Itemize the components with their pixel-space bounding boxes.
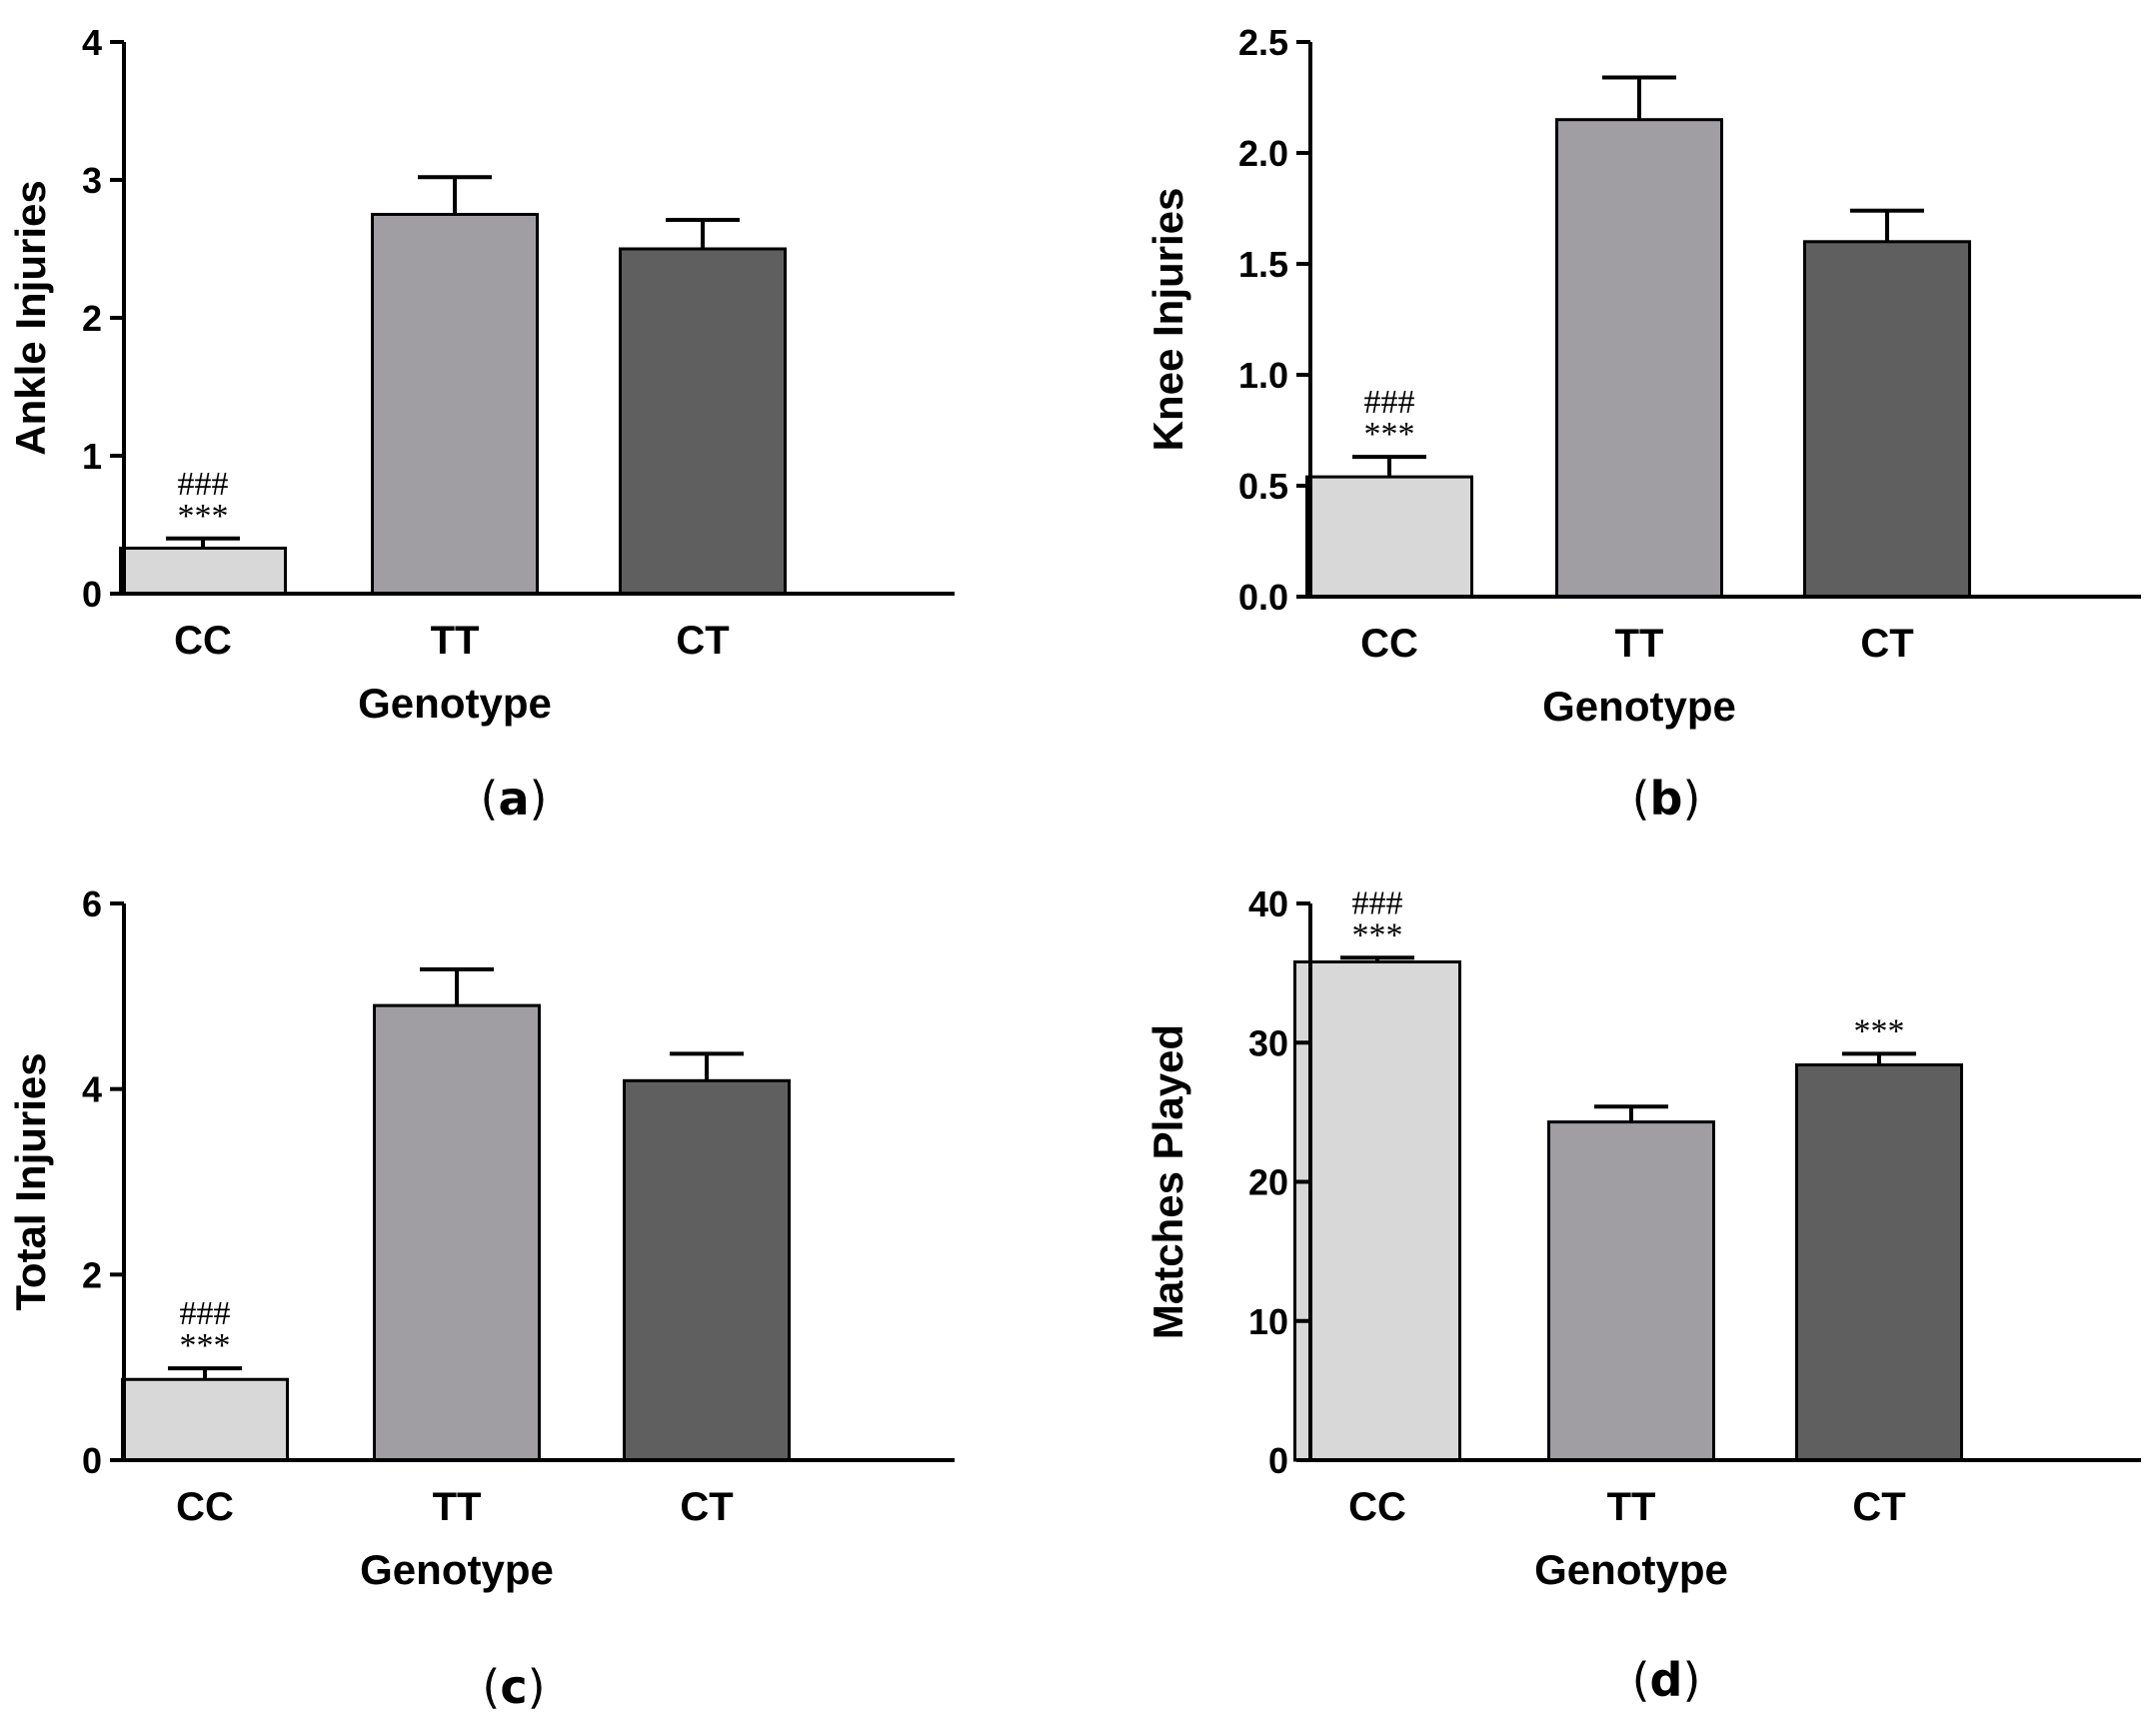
chart-panel-a: ***### CC TT CT 0 1 2 3 4 Genotype Ankle Injuries (… (7, 22, 955, 826)
bar-tt (1555, 118, 1723, 599)
bar-ct (619, 247, 787, 596)
x-tick-label: CT (680, 1485, 733, 1529)
y-tick-label: 2.5 (1238, 22, 1288, 63)
x-tick-label: CC (1348, 1485, 1406, 1529)
bar-ct (1803, 240, 1971, 599)
significance-stars: *** (178, 498, 229, 535)
x-axis-title: Genotype (1542, 683, 1736, 730)
y-axis-title: Matches Played (1144, 1024, 1191, 1339)
x-axis-title: Genotype (360, 1546, 554, 1593)
panel-label: (d) (1632, 1653, 1701, 1707)
bar-cc (1305, 475, 1473, 599)
bar-tt (373, 1003, 541, 1462)
y-tick-label: 2.0 (1238, 133, 1288, 174)
y-tick-label: 20 (1248, 1162, 1288, 1203)
bar-ct (1795, 1063, 1963, 1462)
significance-stars: *** (1352, 916, 1403, 953)
x-tick-label: TT (1615, 622, 1664, 666)
bar-cc (1293, 959, 1461, 1462)
bar-ct (623, 1078, 791, 1462)
y-tick-label: 0 (82, 574, 102, 615)
y-tick-label: 6 (82, 883, 102, 924)
significance-stars: *** (180, 1327, 231, 1364)
chart-panel-b: ***### CC TT CT 0.0 0.5 1.0 1.5 2.0 2.5 Genotype Kn… (1144, 22, 2141, 826)
y-tick-label: 10 (1248, 1301, 1288, 1342)
significance-hash: ### (178, 466, 229, 503)
x-axis-title: Genotype (1534, 1546, 1728, 1593)
y-tick-label: 4 (82, 1069, 102, 1110)
panel-label: (b) (1632, 772, 1701, 826)
x-axis-title: Genotype (358, 680, 552, 727)
y-tick-label: 0 (82, 1440, 102, 1481)
x-tick-label: CT (676, 619, 729, 663)
panel-label: (c) (482, 1660, 545, 1714)
bar-cc (121, 1377, 289, 1462)
y-tick-label: 0 (1268, 1440, 1288, 1481)
bar-tt (1547, 1120, 1715, 1462)
y-axis-title: Knee Injuries (1144, 188, 1191, 452)
y-tick-label: 1 (82, 436, 102, 477)
x-tick-label: CT (1860, 622, 1913, 666)
y-axis-title: Ankle Injuries (7, 180, 54, 455)
y-tick-label: 3 (82, 160, 102, 201)
x-tick-label: CC (176, 1485, 234, 1529)
y-axis-title: Total Injuries (7, 1052, 54, 1310)
y-tick-label: 2 (82, 1254, 102, 1295)
y-tick-label: 2 (82, 298, 102, 339)
y-tick-label: 4 (82, 22, 102, 63)
x-tick-label: TT (433, 1485, 482, 1529)
chart-panel-c: ***### CC TT CT 0 2 4 6 Genotype Total Injuries (c… (7, 883, 955, 1714)
x-tick-label: CC (1360, 622, 1418, 666)
y-tick-label: 40 (1248, 883, 1288, 924)
significance-hash: ### (1364, 384, 1415, 421)
y-tick-label: 1.0 (1238, 355, 1288, 396)
significance-hash: ### (1352, 884, 1403, 921)
bar-cc (119, 546, 287, 596)
x-tick-label: CC (174, 619, 232, 663)
y-tick-label: 0.5 (1238, 466, 1288, 507)
x-tick-label: TT (1607, 1485, 1656, 1529)
x-tick-label: TT (431, 619, 480, 663)
y-tick-label: 0.0 (1238, 577, 1288, 618)
panel-label: (a) (481, 772, 548, 826)
y-tick-label: 30 (1248, 1022, 1288, 1063)
y-tick-label: 1.5 (1238, 244, 1288, 285)
x-tick-label: CT (1852, 1485, 1905, 1529)
bar-tt (371, 213, 539, 596)
significance-hash: ### (180, 1295, 231, 1332)
chart-panel-d: ***###CC TT***CT010203040GenotypeMatches … (1144, 883, 2141, 1707)
significance-stars: *** (1854, 1012, 1905, 1049)
significance-stars: *** (1364, 416, 1415, 453)
